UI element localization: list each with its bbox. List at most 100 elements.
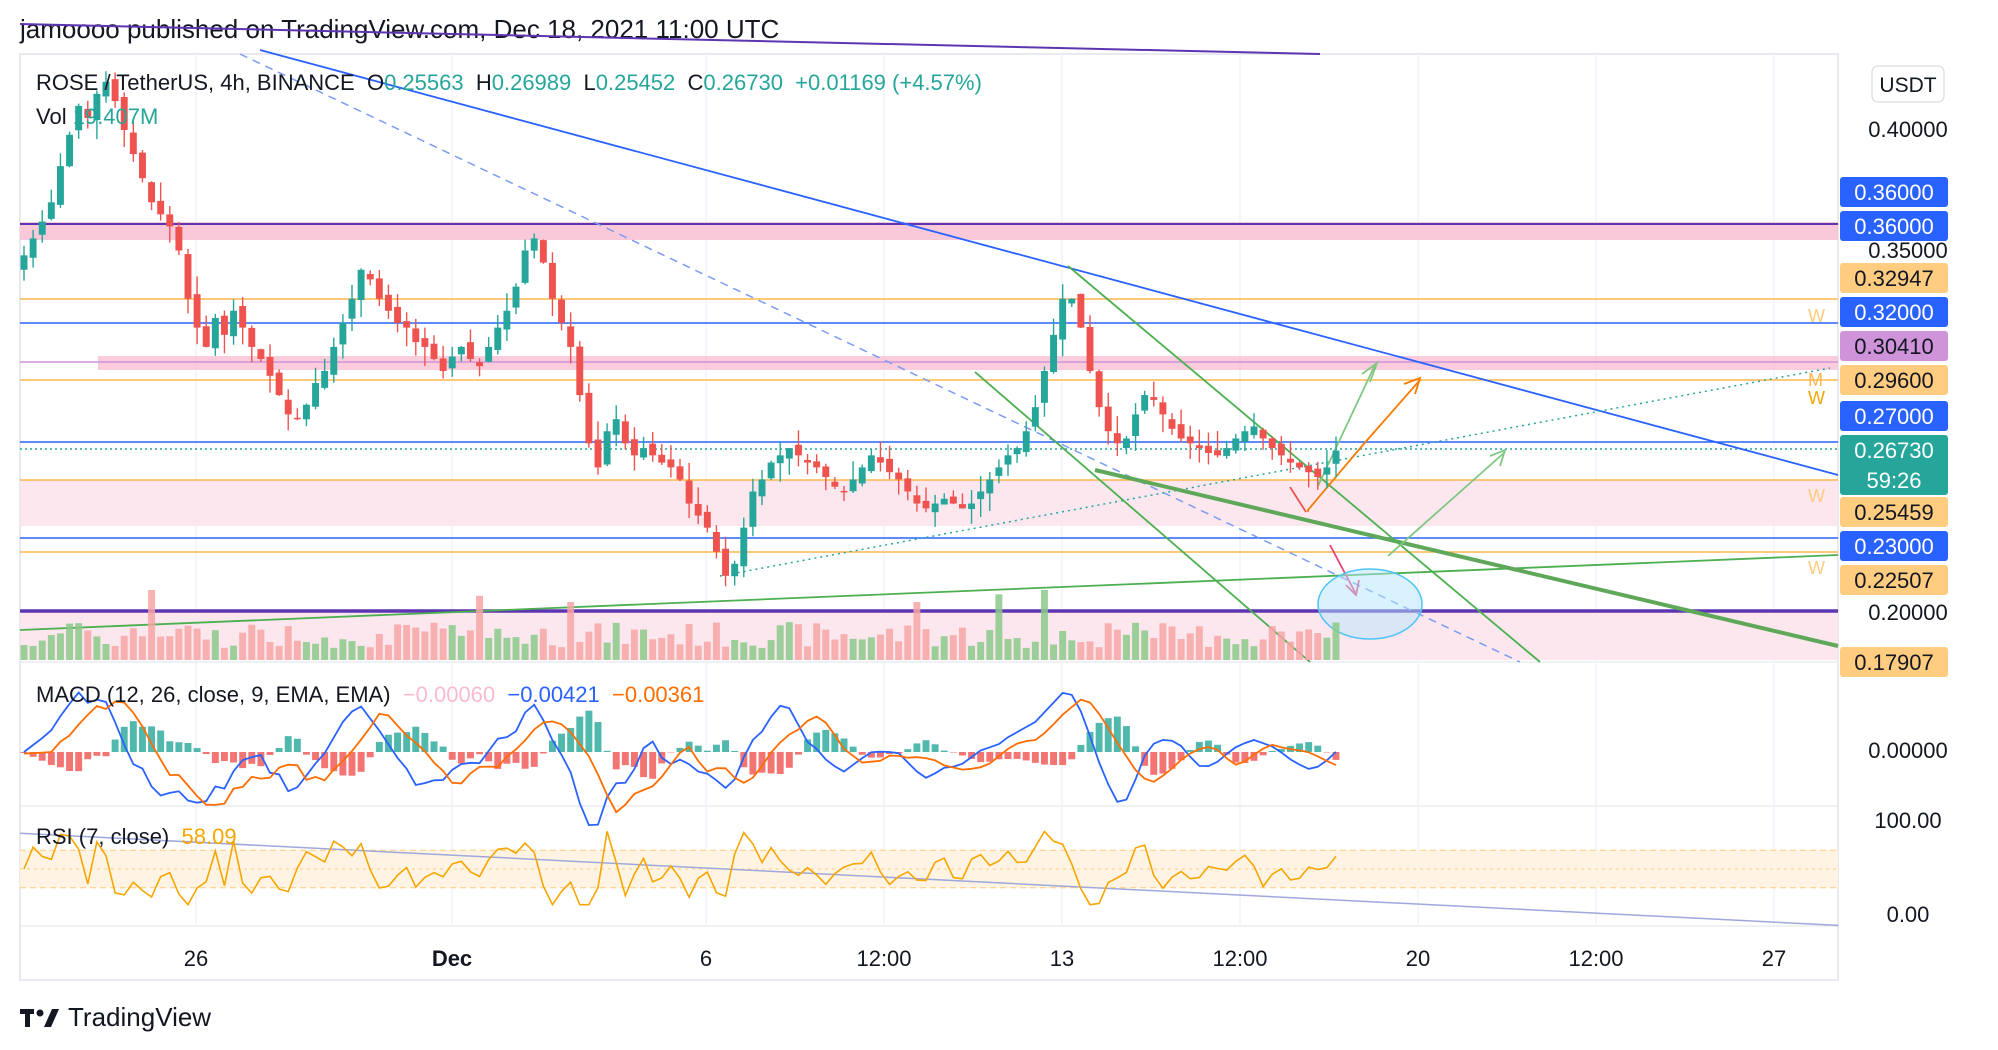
- projection-arrows: [1289, 360, 1507, 640]
- macd-histogram-bar: [694, 745, 702, 752]
- volume-bar: [339, 639, 347, 660]
- volume-bar: [986, 630, 994, 660]
- price-badge-label: 0.36000: [1854, 180, 1934, 205]
- price-badge-label: 0.26730: [1854, 438, 1934, 463]
- macd-histogram-bar: [321, 752, 329, 769]
- volume-bar: [1113, 629, 1121, 660]
- volume-bar: [548, 645, 556, 660]
- footer-brand[interactable]: TradingView: [20, 1002, 211, 1033]
- volume-bar: [1232, 644, 1240, 660]
- volume-bar: [412, 627, 420, 660]
- volume-bar: [302, 642, 310, 660]
- currency-button[interactable]: [1871, 65, 1945, 103]
- candle-body: [348, 298, 356, 319]
- candle-body: [822, 466, 830, 478]
- arrow-up-green-2: [1387, 451, 1506, 557]
- volume-bar: [1250, 646, 1258, 660]
- candle-body: [1095, 371, 1103, 408]
- high-label: H: [475, 70, 492, 95]
- candle-body: [703, 511, 711, 528]
- macd-histogram-bar: [175, 742, 183, 752]
- macd-label[interactable]: MACD (12, 26, close, 9, EMA, EMA): [36, 682, 391, 707]
- candle-body: [1250, 426, 1258, 436]
- candle-body: [503, 310, 511, 330]
- candle-body: [1159, 402, 1167, 415]
- candle-body: [293, 417, 301, 420]
- macd-histogram-bar: [102, 752, 110, 757]
- macd-histogram-bar: [539, 752, 547, 754]
- volume-bar: [913, 602, 921, 660]
- volume-bar: [1177, 639, 1185, 660]
- rsi-axis-bottom: 0.00: [1887, 902, 1930, 927]
- macd-histogram-bar: [211, 752, 219, 764]
- dashed-downtrend-line: [239, 53, 1521, 663]
- candle-body: [184, 254, 192, 299]
- volume-label[interactable]: Vol: [36, 104, 67, 129]
- candle-body: [421, 338, 429, 347]
- candle-body: [457, 346, 465, 355]
- candle-body: [940, 498, 948, 505]
- volume-bar: [1268, 626, 1276, 660]
- volume-bar: [1141, 630, 1149, 660]
- macd-histogram-bar: [275, 748, 283, 752]
- volume-bar: [166, 636, 174, 660]
- volume-bar: [567, 602, 575, 660]
- volume-bar: [840, 634, 848, 660]
- volume-bar: [703, 641, 711, 660]
- volume-bar: [612, 622, 620, 660]
- high-value: 0.26989: [491, 70, 572, 95]
- macd-histogram-bar: [512, 752, 520, 763]
- volume-bar: [330, 647, 338, 660]
- price-badges: 0.36000 0.36000 0.32947 0.32000 0.30410 0.296…: [1840, 177, 1948, 677]
- macd-histogram-bar: [940, 750, 948, 752]
- macd-histogram-bar: [849, 746, 857, 752]
- price-badge: [1840, 331, 1948, 361]
- candlesticks: [20, 71, 1340, 587]
- macd-histogram-bar: [202, 752, 210, 755]
- macd-histogram-bar: [457, 752, 465, 764]
- x-tick-label: 20: [1406, 946, 1430, 971]
- candle-body: [658, 454, 666, 463]
- candle-body: [202, 326, 210, 347]
- macd-histogram-bar: [867, 752, 875, 758]
- rsi-label[interactable]: RSI (7, close): [36, 824, 170, 849]
- macd-histogram-bar: [621, 752, 629, 766]
- candle-body: [722, 548, 730, 576]
- macd-histogram-bar: [986, 752, 994, 762]
- volume-bar: [1296, 631, 1304, 660]
- rsi-legend: RSI (7, close) 58.09: [36, 824, 237, 850]
- macd-histogram-bar: [913, 743, 921, 752]
- macd-histogram-bar: [594, 722, 602, 752]
- volume-bar: [676, 644, 684, 660]
- candle-body: [412, 328, 420, 343]
- volume-bar: [922, 629, 930, 660]
- volume-bar: [476, 595, 484, 660]
- volume-bar: [958, 627, 966, 660]
- macd-histogram-bar: [1013, 752, 1021, 759]
- volume-bar: [995, 594, 1003, 660]
- candle-body: [813, 461, 821, 468]
- macd-histogram-bar: [1195, 741, 1203, 752]
- candle-body: [1323, 467, 1331, 475]
- macd-histogram-bar: [530, 752, 538, 767]
- volume-bar: [1022, 647, 1030, 660]
- symbol-name[interactable]: ROSE / TetherUS, 4h, BINANCE: [36, 70, 355, 95]
- volume-bar: [230, 645, 238, 660]
- trend-lines: [19, 23, 1839, 663]
- arrow-up-green-2-head: [1489, 448, 1507, 467]
- candle-body: [230, 310, 238, 337]
- candle-body: [166, 214, 174, 227]
- low-value: 0.25452: [595, 70, 676, 95]
- candle-body: [275, 372, 283, 396]
- macd-signal-value: −0.00361: [612, 682, 705, 707]
- candle-body: [47, 202, 55, 219]
- macd-histogram-bar: [1122, 726, 1130, 752]
- macd-histogram-bar: [266, 752, 274, 755]
- volume-bar: [312, 643, 320, 660]
- macd-histogram-bar: [749, 752, 757, 775]
- macd-pane: [20, 691, 1340, 827]
- wedge-lower-line: [1094, 468, 1839, 648]
- macd-histogram-bar: [1059, 752, 1067, 766]
- close-value: 0.26730: [703, 70, 783, 95]
